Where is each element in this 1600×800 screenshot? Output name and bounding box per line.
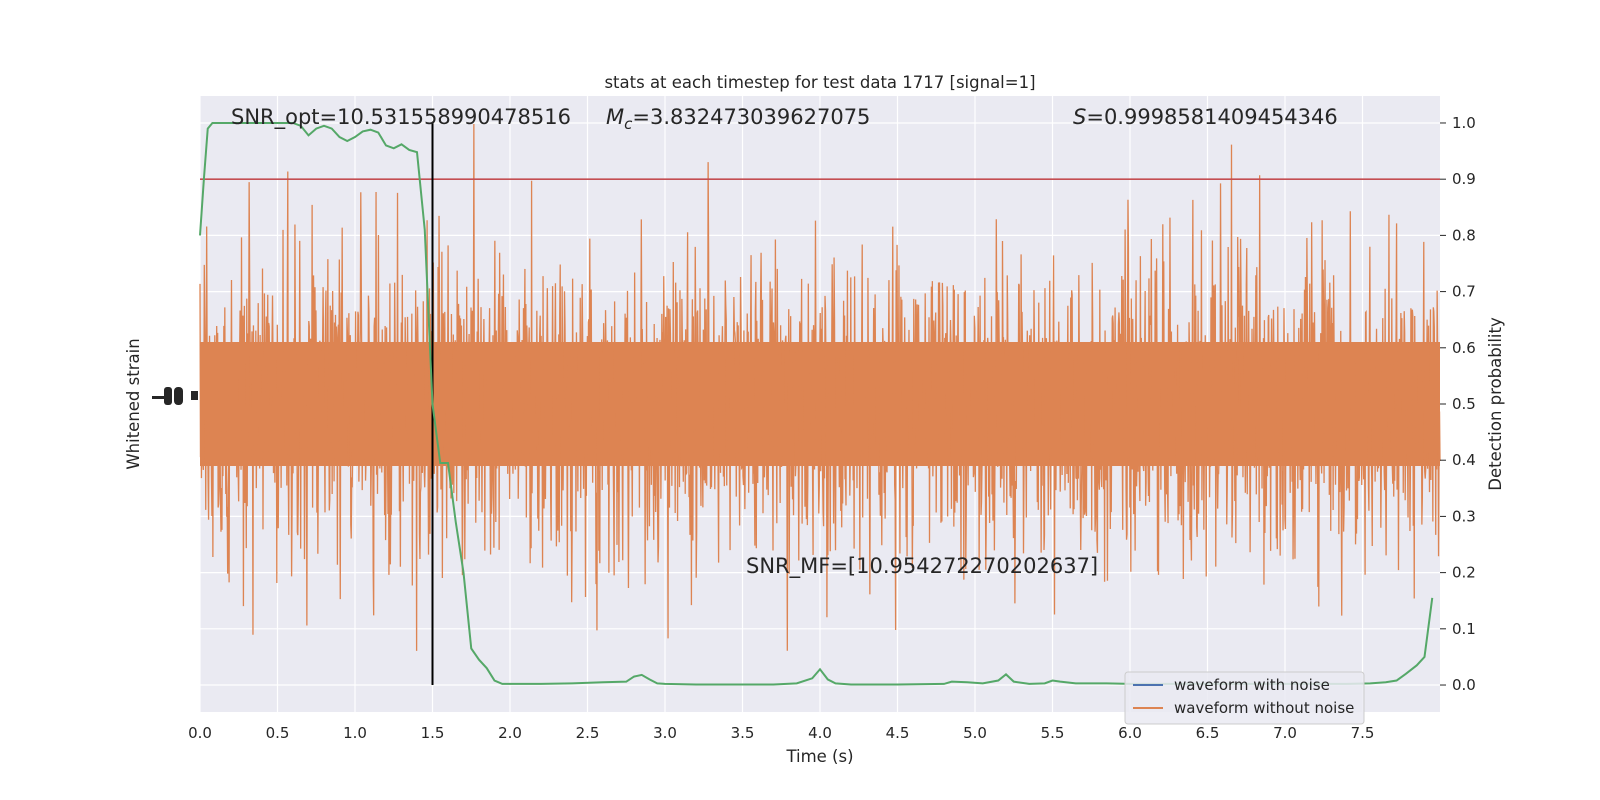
x-tick-label: 5.0 xyxy=(963,724,987,742)
x-tick-label: 0.0 xyxy=(188,724,212,742)
y-tick-label: 0.4 xyxy=(1452,451,1476,469)
mc-value: =3.832473039627075 xyxy=(632,105,870,129)
y-tick-label: 0.1 xyxy=(1452,620,1476,638)
x-tick-label: 7.0 xyxy=(1273,724,1297,742)
x-tick-label: 6.5 xyxy=(1196,724,1220,742)
x-tick-label: 4.0 xyxy=(808,724,832,742)
right-axis-label: Detection probability xyxy=(1486,317,1505,491)
s-value: =0.9998581409454346 xyxy=(1086,105,1337,129)
chirp-mass-annotation: Mc=3.832473039627075 xyxy=(606,105,870,133)
legend-label-clean: waveform without noise xyxy=(1174,699,1354,717)
left-tick-mark-2 xyxy=(164,387,172,405)
x-tick-label: 2.0 xyxy=(498,724,522,742)
left-tick-mark-1 xyxy=(152,396,166,399)
x-tick-label: 6.0 xyxy=(1118,724,1142,742)
noise-waveform-trace xyxy=(199,123,1441,651)
y-tick-label: 0.7 xyxy=(1452,283,1476,301)
y-tick-label: 0.2 xyxy=(1452,564,1476,582)
detection-probability-line xyxy=(199,121,1434,686)
chart-title: stats at each timestep for test data 171… xyxy=(604,73,1035,92)
x-tick-label: 7.5 xyxy=(1351,724,1375,742)
legend: waveform with noise waveform without noi… xyxy=(1124,671,1365,725)
x-tick-label: 1.5 xyxy=(421,724,445,742)
s-statistic-annotation: S=0.9998581409454346 xyxy=(1073,105,1338,129)
x-tick-label: 3.0 xyxy=(653,724,677,742)
x-tick-label: 5.5 xyxy=(1041,724,1065,742)
y-tick-label: 0.3 xyxy=(1452,507,1476,525)
x-tick-label: 2.5 xyxy=(576,724,600,742)
mc-subscript: c xyxy=(624,115,633,133)
s-symbol: S xyxy=(1073,105,1086,129)
y-tick-label: 0.9 xyxy=(1452,170,1476,188)
noise-waveform xyxy=(199,123,1441,651)
y-tick-label: 0.6 xyxy=(1452,339,1476,357)
mc-symbol: M xyxy=(606,105,624,129)
right-axis-ticks: 0.0 0.1 0.2 0.3 0.4 0.5 0.6 0.7 0.8 0.9 1.0 xyxy=(1440,114,1476,694)
y-tick-label: 1.0 xyxy=(1452,114,1476,132)
left-tick-mark-4 xyxy=(191,391,198,400)
snr-mf-annotation: SNR_MF=[10.954272270202637] xyxy=(746,554,1098,579)
legend-label-noise: waveform with noise xyxy=(1174,676,1330,694)
x-axis-label: Time (s) xyxy=(785,747,853,766)
y-tick-label: 0.0 xyxy=(1452,676,1476,694)
left-tick-mark-3 xyxy=(174,387,183,405)
left-axis-overlapping-ticks xyxy=(152,387,198,405)
y-tick-label: 0.8 xyxy=(1452,226,1476,244)
legend-box xyxy=(1124,671,1365,725)
x-axis-ticks: 0.0 0.5 1.0 1.5 2.0 2.5 3.0 3.5 4.0 4.5 5.0 5.5 6.0 6… xyxy=(188,724,1374,742)
x-tick-label: 1.0 xyxy=(343,724,367,742)
x-tick-label: 4.5 xyxy=(886,724,910,742)
y-tick-label: 0.5 xyxy=(1452,395,1476,413)
left-axis-label: Whitened strain xyxy=(124,338,143,469)
x-tick-label: 3.5 xyxy=(731,724,755,742)
x-tick-label: 0.5 xyxy=(266,724,290,742)
snr-opt-annotation: SNR_opt=10.531558990478516 xyxy=(231,105,571,130)
